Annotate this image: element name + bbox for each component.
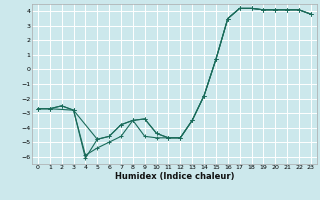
X-axis label: Humidex (Indice chaleur): Humidex (Indice chaleur) bbox=[115, 172, 234, 181]
